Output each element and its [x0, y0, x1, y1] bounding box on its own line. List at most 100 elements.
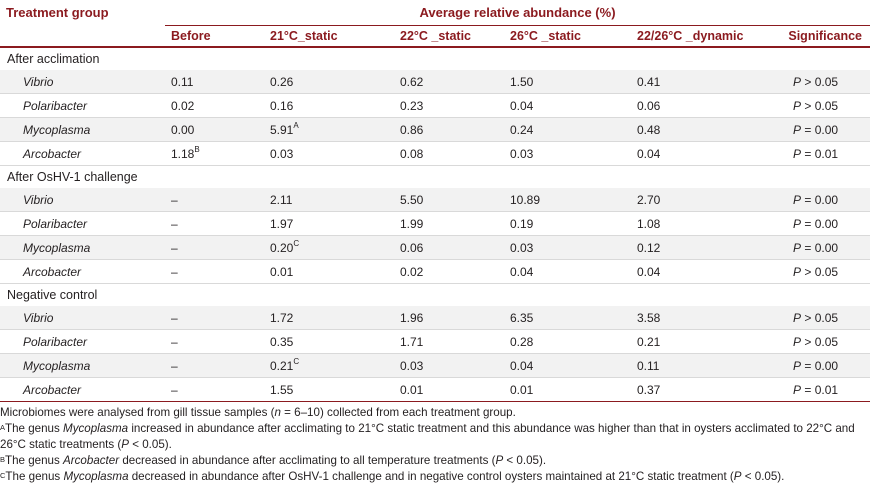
significance-cell: P > 0.05	[771, 259, 870, 284]
footnote-marker: C	[293, 238, 300, 248]
static-26c-cell: 0.19	[495, 211, 623, 236]
static-22c-cell: 0.01	[376, 377, 495, 402]
significance-cell: P > 0.05	[771, 329, 870, 354]
before-cell: –	[165, 259, 253, 284]
dynamic-cell: 0.37	[623, 377, 771, 402]
static-26c-cell: 0.03	[495, 235, 623, 260]
column-header-significance: Significance	[771, 25, 870, 48]
significance-cell: P > 0.05	[771, 306, 870, 330]
table-row: Vibrio –1.72 1.96 6.35 3.58 P > 0.05	[0, 306, 870, 330]
static-21c-cell: 0.35	[253, 329, 376, 354]
genus-cell: Arcobacter	[0, 141, 165, 166]
dynamic-cell: 0.48	[623, 117, 771, 142]
dynamic-cell: 0.11	[623, 353, 771, 378]
genus-cell: Vibrio	[0, 188, 165, 212]
before-cell: –	[165, 306, 253, 330]
static-22c-cell: 5.50	[376, 188, 495, 212]
table-row: Arcobacter –1.55 0.01 0.01 0.37 P = 0.01	[0, 377, 870, 402]
static-22c-cell: 1.71	[376, 329, 495, 354]
genus-cell: Arcobacter	[0, 377, 165, 402]
table-body: After acclimation Vibrio 0.11 0.26 0.62 1.50 0…	[0, 47, 870, 402]
significance-cell: P = 0.01	[771, 141, 870, 166]
table-row: Arcobacter 1.18B 0.03 0.08 0.03 0.04 P = 0.01	[0, 141, 870, 166]
column-header-26c-static: 26°C _static	[495, 25, 623, 48]
blank-header-cell	[0, 25, 165, 48]
before-cell: –	[165, 353, 253, 378]
significance-cell: P = 0.00	[771, 117, 870, 142]
column-header-22-26c-dynamic: 22/26°C _dynamic	[623, 25, 771, 48]
table-row: Polaribacter –1.97 1.99 0.19 1.08 P = 0.00	[0, 211, 870, 236]
average-abundance-header: Average relative abundance (%)	[165, 0, 870, 26]
group-label: Negative control	[7, 288, 98, 302]
table-row: Arcobacter –0.01 0.02 0.04 0.04 P > 0.05	[0, 259, 870, 284]
static-26c-cell: 1.50	[495, 70, 623, 94]
static-26c-cell: 0.04	[495, 259, 623, 284]
static-22c-cell: 0.08	[376, 141, 495, 166]
static-21c-cell: 0.01	[253, 259, 376, 284]
footnote-b: BThe genus Arcobacter decreased in abund…	[0, 454, 547, 467]
static-21c-cell: 0.20C	[253, 235, 376, 260]
static-26c-cell: 0.03	[495, 141, 623, 166]
table-row: Mycoplasma 0.00 5.91A 0.86 0.24 0.48 P = 0.00	[0, 117, 870, 142]
genus-cell: Vibrio	[0, 70, 165, 94]
genus-cell: Mycoplasma	[0, 353, 165, 378]
before-cell: 1.18B	[165, 141, 253, 166]
footnote-c: CThe genus Mycoplasma decreased in abund…	[0, 470, 785, 483]
footnote-sample-size: Microbiomes were analysed from gill tiss…	[0, 406, 516, 419]
dynamic-cell: 0.21	[623, 329, 771, 354]
static-21c-cell: 1.72	[253, 306, 376, 330]
dynamic-cell: 0.12	[623, 235, 771, 260]
table-row: Mycoplasma –0.21C 0.03 0.04 0.11 P = 0.00	[0, 353, 870, 378]
dynamic-cell: 1.08	[623, 211, 771, 236]
static-22c-cell: 1.96	[376, 306, 495, 330]
static-22c-cell: 0.86	[376, 117, 495, 142]
table-row: Polaribacter –0.35 1.71 0.28 0.21 P > 0.05	[0, 329, 870, 354]
genus-cell: Polaribacter	[0, 211, 165, 236]
significance-cell: P > 0.05	[771, 70, 870, 94]
significance-cell: P = 0.01	[771, 377, 870, 402]
footnotes: Microbiomes were analysed from gill tiss…	[0, 405, 868, 485]
static-22c-cell: 0.02	[376, 259, 495, 284]
dynamic-cell: 0.04	[623, 259, 771, 284]
group-header-row: After acclimation	[0, 47, 870, 70]
genus-cell: Mycoplasma	[0, 235, 165, 260]
static-22c-cell: 1.99	[376, 211, 495, 236]
table-row: Mycoplasma –0.20C 0.06 0.03 0.12 P = 0.00	[0, 235, 870, 260]
static-22c-cell: 0.06	[376, 235, 495, 260]
genus-cell: Arcobacter	[0, 259, 165, 284]
before-cell: 0.00	[165, 117, 253, 142]
group-label: After OsHV-1 challenge	[7, 170, 138, 184]
static-26c-cell: 10.89	[495, 188, 623, 212]
static-26c-cell: 0.04	[495, 353, 623, 378]
dynamic-cell: 2.70	[623, 188, 771, 212]
significance-cell: P = 0.00	[771, 211, 870, 236]
table-sheet: Treatment group Average relative abundan…	[0, 0, 870, 402]
genus-cell: Mycoplasma	[0, 117, 165, 142]
static-21c-cell: 0.26	[253, 70, 376, 94]
before-cell: 0.02	[165, 93, 253, 118]
static-21c-cell: 5.91A	[253, 117, 376, 142]
column-header-22c-static: 22°C _static	[376, 25, 495, 48]
dynamic-cell: 0.04	[623, 141, 771, 166]
dynamic-cell: 3.58	[623, 306, 771, 330]
significance-cell: P = 0.00	[771, 188, 870, 212]
group-label: After acclimation	[7, 52, 100, 66]
genus-cell: Polaribacter	[0, 93, 165, 118]
static-26c-cell: 0.24	[495, 117, 623, 142]
before-cell: –	[165, 377, 253, 402]
table-row: Polaribacter 0.02 0.16 0.23 0.04 0.06 P > 0.05	[0, 93, 870, 118]
static-21c-cell: 0.16	[253, 93, 376, 118]
footnote-a: AThe genus Mycoplasma increased in abund…	[0, 422, 855, 435]
abundance-table: Treatment group Average relative abundan…	[0, 0, 870, 402]
static-22c-cell: 0.62	[376, 70, 495, 94]
before-cell: –	[165, 329, 253, 354]
static-26c-cell: 0.28	[495, 329, 623, 354]
static-21c-cell: 1.55	[253, 377, 376, 402]
static-26c-cell: 0.01	[495, 377, 623, 402]
footnote-marker: A	[293, 120, 299, 130]
static-21c-cell: 0.03	[253, 141, 376, 166]
before-cell: –	[165, 235, 253, 260]
static-26c-cell: 6.35	[495, 306, 623, 330]
genus-cell: Vibrio	[0, 306, 165, 330]
before-cell: –	[165, 211, 253, 236]
